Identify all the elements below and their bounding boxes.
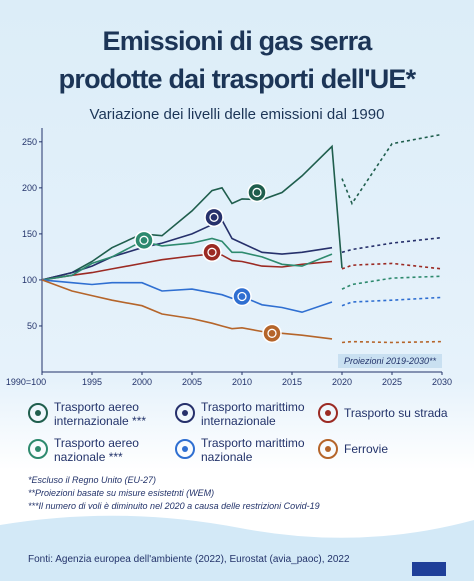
legend-label: Trasporto su strada (344, 406, 448, 420)
legend-label: Trasporto aereo nazionale *** (54, 436, 139, 464)
x-tick-label: 2020 (332, 377, 352, 387)
legend-label: Trasporto marittimo internazionale (201, 400, 305, 428)
legend-icon-dot (325, 446, 331, 452)
line-icon (202, 242, 222, 263)
eu-logo (412, 562, 446, 576)
projection-label: Proiezioni 2019-2030** (344, 356, 437, 366)
wave-line (0, 509, 474, 532)
line-icon (204, 207, 224, 228)
series-line (41, 237, 333, 281)
y-tick-label: 100 (22, 275, 37, 285)
title: Emissioni di gas serra (102, 26, 372, 56)
legend-icon (318, 403, 338, 423)
legend-icon (28, 439, 48, 459)
projection-line (341, 133, 443, 206)
legend-icon-dot (325, 410, 331, 416)
projection-line (341, 275, 443, 290)
line-icon-inner (267, 328, 277, 338)
y-tick-label: 250 (22, 137, 37, 147)
legend-icon-dot (182, 446, 188, 452)
footnote: ***Il numero di voli è diminuito nel 202… (28, 501, 320, 511)
subtitle: Variazione dei livelli delle emissioni d… (89, 106, 385, 123)
line-icon (232, 286, 252, 307)
legend-icon-dot (182, 410, 188, 416)
x-tick-label: 2010 (232, 377, 252, 387)
x-tick-label: 2030 (432, 377, 452, 387)
legend-icon-dot (35, 410, 41, 416)
legend-icon (175, 403, 195, 423)
line-icon-inner (207, 247, 217, 257)
legend-icon (175, 439, 195, 459)
series-line (41, 279, 333, 314)
line-icon-inner (237, 291, 247, 302)
line-icon-inner (139, 235, 149, 245)
projection-line (341, 296, 443, 307)
footnote: *Escluso il Regno Unito (EU-27) (28, 475, 157, 485)
x-tick-label: 2015 (282, 377, 302, 387)
legend-icon-dot (35, 446, 41, 452)
y-tick-label: 200 (22, 183, 37, 193)
x-tick-label: 2000 (132, 377, 152, 387)
x-tick-label: 2005 (182, 377, 202, 387)
series-line (41, 219, 333, 281)
y-tick-label: 150 (22, 229, 37, 239)
title: prodotte dai trasporti dell'UE* (58, 64, 416, 94)
legend-icon (28, 403, 48, 423)
projection-line (341, 236, 443, 254)
x-tick-label: 1995 (82, 377, 102, 387)
line-icon (262, 323, 282, 344)
projection-line (341, 262, 443, 270)
x-tick-label: 1990=100 (6, 377, 46, 387)
x-tick-label: 2025 (382, 377, 402, 387)
legend-icon (318, 439, 338, 459)
legend-label: Ferrovie (344, 442, 389, 456)
legend-label: Trasporto marittimo nazionale (201, 436, 305, 464)
y-tick-label: 50 (27, 321, 37, 331)
legend-label: Trasporto aereo internazionale *** (54, 400, 147, 428)
projection-line (341, 340, 443, 344)
line-icon-inner (209, 212, 219, 222)
line-icon (247, 182, 267, 203)
footnote: **Proiezioni basate su misure esistetnti… (28, 488, 215, 498)
projection-box (338, 354, 442, 368)
series-line (41, 144, 343, 281)
line-icon (134, 230, 154, 251)
line-icon-inner (252, 187, 262, 198)
source: Fonti: Agenzia europea dell'ambiente (20… (28, 554, 350, 565)
wave (0, 515, 474, 581)
